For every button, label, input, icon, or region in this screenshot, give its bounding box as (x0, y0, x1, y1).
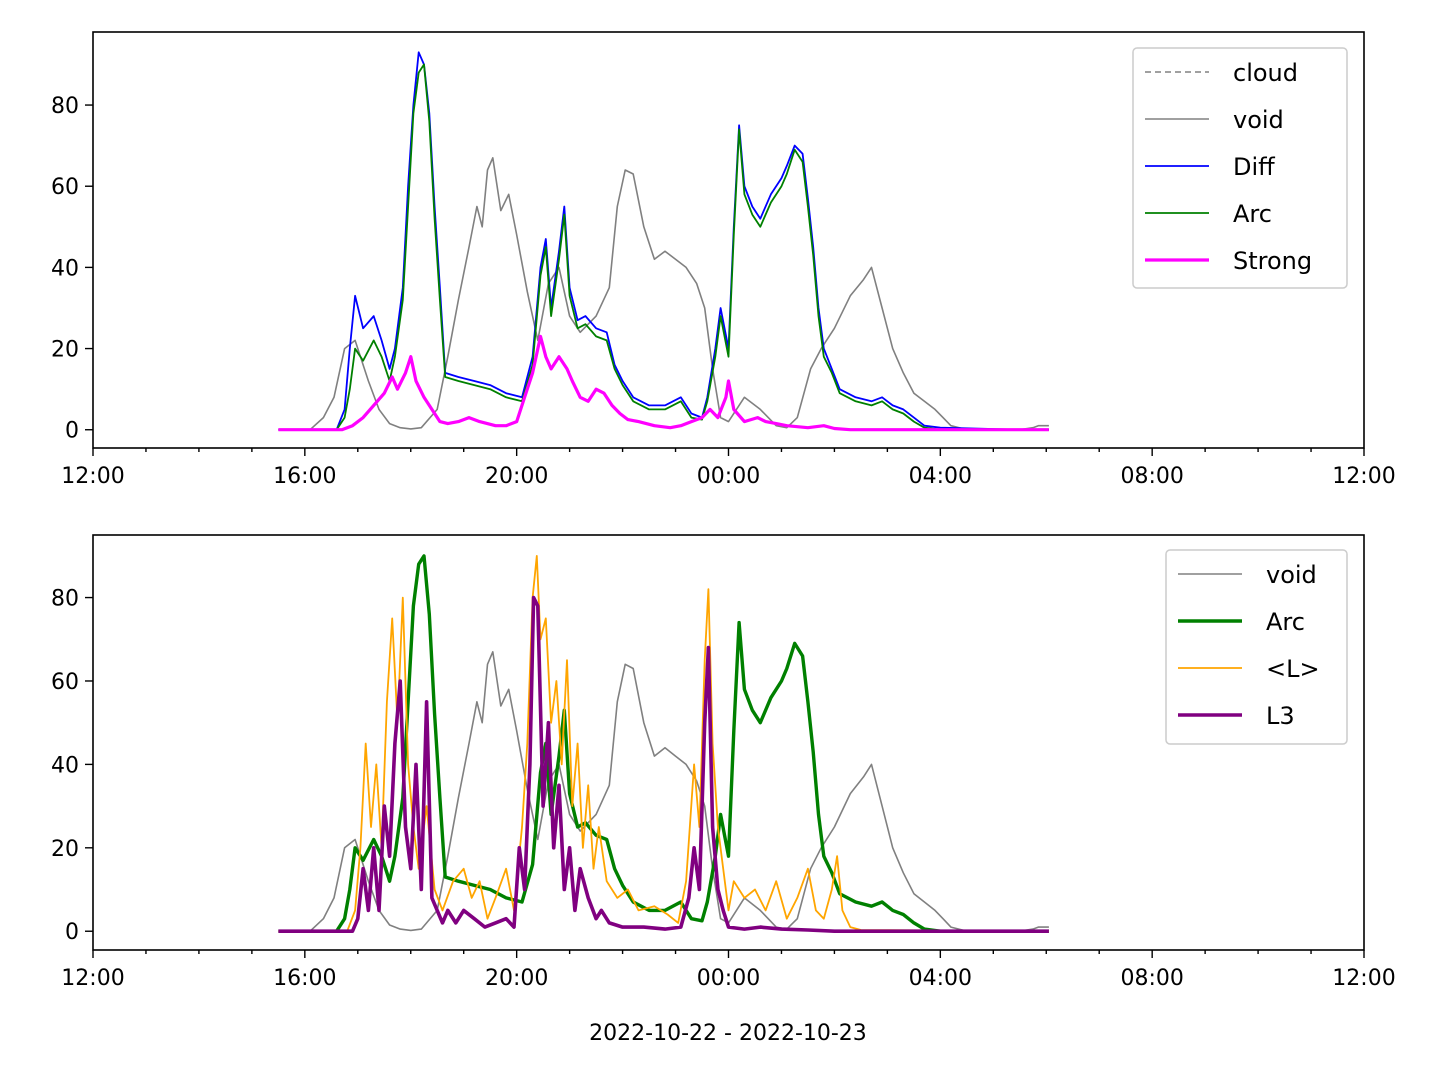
x-tick-label: 12:00 (1332, 464, 1395, 489)
legend-frame (1165, 549, 1348, 745)
x-tick-label: 04:00 (909, 966, 972, 991)
legend-label: void (1266, 561, 1317, 589)
x-tick-label: 04:00 (909, 464, 972, 489)
x-tick-label: 00:00 (697, 966, 760, 991)
legend-label: Arc (1266, 608, 1305, 636)
x-axis-label: 2022-10-22 - 2022-10-23 (589, 1021, 867, 1046)
series-line-strong (278, 334, 1049, 432)
legend-frame (1132, 47, 1348, 289)
x-tick-label: 20:00 (485, 966, 548, 991)
series-line-l3 (278, 595, 1049, 933)
series-line-void (278, 651, 1049, 932)
y-tick-label: 60 (51, 175, 79, 200)
legend-label: cloud (1233, 59, 1298, 87)
legend-label: void (1233, 106, 1284, 134)
series-line-arc (278, 63, 1049, 431)
y-tick-label: 20 (51, 338, 79, 363)
x-tick-label: 08:00 (1120, 966, 1183, 991)
x-tick-label: 00:00 (697, 464, 760, 489)
plot-area (278, 554, 1049, 933)
x-tick-label: 12:00 (61, 464, 124, 489)
x-tick-label: 12:00 (61, 966, 124, 991)
y-tick-label: 0 (65, 920, 79, 945)
y-tick-label: 20 (51, 837, 79, 862)
plot-area (278, 51, 1049, 432)
y-tick-label: 0 (65, 419, 79, 444)
legend-label: L3 (1266, 702, 1295, 730)
x-tick-label: 16:00 (273, 464, 336, 489)
legend-label: Arc (1233, 200, 1272, 228)
x-tick-label: 16:00 (273, 966, 336, 991)
x-tick-label: 08:00 (1120, 464, 1183, 489)
legend: cloud void Diff Arc Strong (1132, 47, 1348, 289)
legend: void Arc <L> L3 (1165, 549, 1348, 745)
legend-label: <L> (1266, 655, 1320, 683)
y-tick-label: 80 (51, 94, 79, 119)
series-line-arc (278, 554, 1049, 933)
legend-label: Strong (1233, 247, 1312, 275)
y-tick-label: 80 (51, 587, 79, 612)
y-tick-label: 40 (51, 256, 79, 281)
bottom-panel: 12:00 16:00 20:00 00:00 04:00 08:00 12:00 0 20 40… (51, 534, 1396, 991)
top-panel: 12:00 16:00 20:00 00:00 04:00 08:00 12:00 0 20 40… (51, 31, 1396, 489)
y-tick-label: 40 (51, 753, 79, 778)
series-line-l (278, 555, 1049, 933)
y-tick-label: 60 (51, 670, 79, 695)
x-tick-label: 12:00 (1332, 966, 1395, 991)
legend-label: Diff (1233, 153, 1275, 181)
series-line-void (278, 157, 1049, 431)
x-tick-label: 20:00 (485, 464, 548, 489)
series-line-diff (278, 51, 1049, 431)
